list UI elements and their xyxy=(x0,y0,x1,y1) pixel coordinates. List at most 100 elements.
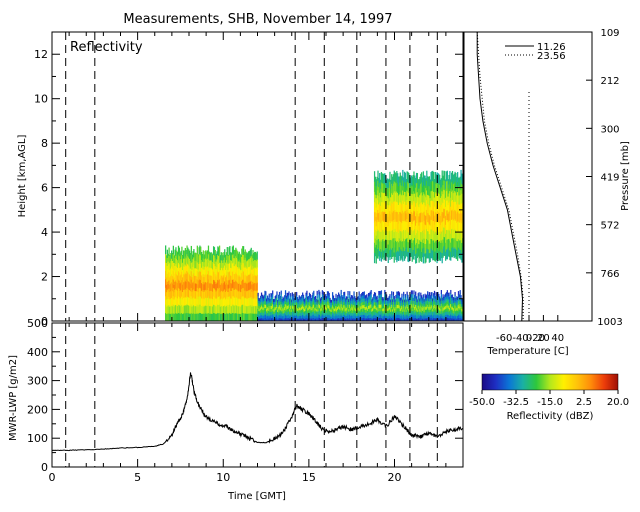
echo-cell xyxy=(387,197,389,208)
echo-cell xyxy=(379,314,381,319)
echo-cell xyxy=(418,311,420,315)
echo-cell xyxy=(416,248,419,259)
echo-cell xyxy=(433,206,436,216)
echo-cell xyxy=(266,305,268,309)
echo-cell xyxy=(272,300,274,305)
echo-cell xyxy=(331,304,333,308)
echo-cell xyxy=(183,274,186,283)
echo-cell xyxy=(382,300,384,304)
echo-cell xyxy=(407,303,409,307)
echo-cell xyxy=(406,237,408,248)
echo-cell xyxy=(377,299,379,303)
echo-cell xyxy=(237,283,240,292)
echo-cell xyxy=(236,251,239,260)
echo-cell xyxy=(442,193,444,204)
echo-cell xyxy=(400,248,402,259)
echo-cell xyxy=(424,317,426,321)
echo-cell xyxy=(396,231,398,243)
lwp-tick-label: 300 xyxy=(27,375,48,388)
echo-cell xyxy=(314,304,317,308)
echo-cell xyxy=(264,304,266,308)
echo-cell xyxy=(414,219,416,230)
echo-cell xyxy=(244,297,246,306)
echo-cell xyxy=(451,190,454,201)
echo-cell xyxy=(309,309,311,313)
echo-cell xyxy=(171,305,174,314)
echo-cell xyxy=(424,253,426,264)
echo-cell xyxy=(275,294,277,299)
echo-cell xyxy=(317,311,319,315)
echo-cell xyxy=(171,253,174,261)
echo-cell xyxy=(381,299,383,303)
echo-cell xyxy=(427,230,430,241)
echo-cell xyxy=(405,247,407,257)
echo-cell xyxy=(449,302,451,306)
echo-cell xyxy=(190,270,192,280)
echo-cell xyxy=(421,313,424,317)
echo-cell xyxy=(397,176,400,187)
echo-cell xyxy=(230,313,232,321)
echo-cell xyxy=(452,302,454,306)
echo-cell xyxy=(185,250,187,259)
echo-cell xyxy=(407,297,409,301)
echo-cell xyxy=(450,310,452,315)
echo-cell xyxy=(350,300,353,305)
echo-cell xyxy=(354,296,356,300)
echo-cell xyxy=(269,313,271,317)
echo-cell xyxy=(439,231,441,242)
echo-cell xyxy=(406,190,408,201)
echo-cell xyxy=(194,260,196,269)
echo-cell xyxy=(306,317,308,321)
echo-cell xyxy=(314,307,316,311)
echo-cell xyxy=(203,291,205,300)
echo-cell xyxy=(385,188,388,198)
echo-cell xyxy=(348,301,350,305)
echo-cell xyxy=(332,309,335,313)
echo-cell xyxy=(352,318,354,321)
echo-cell xyxy=(279,309,282,314)
echo-cell xyxy=(181,246,183,256)
echo-cell xyxy=(284,309,286,313)
echo-cell xyxy=(349,305,352,309)
echo-cell xyxy=(239,291,241,299)
echo-cell xyxy=(331,314,334,319)
echo-cell xyxy=(356,312,359,317)
echo-cell xyxy=(403,186,405,196)
echo-cell xyxy=(337,303,339,307)
echo-cell xyxy=(405,301,407,305)
echo-cell xyxy=(439,203,441,214)
echo-cell xyxy=(196,245,198,255)
echo-cell xyxy=(399,310,401,314)
echo-cell xyxy=(426,294,428,298)
echo-cell xyxy=(174,249,176,258)
echo-cell xyxy=(451,228,453,239)
echo-cell xyxy=(268,293,270,298)
echo-cell xyxy=(171,283,174,292)
echo-cell xyxy=(379,248,382,258)
echo-cell xyxy=(373,181,376,192)
echo-cell xyxy=(423,184,425,194)
echo-cell xyxy=(403,314,405,319)
echo-cell xyxy=(284,314,287,318)
echo-cell xyxy=(413,181,415,192)
echo-cell xyxy=(385,312,388,316)
echo-cell xyxy=(434,191,436,203)
echo-cell xyxy=(358,311,360,315)
echo-cell xyxy=(221,313,223,321)
echo-cell xyxy=(270,302,272,306)
echo-cell xyxy=(451,210,453,220)
echo-cell xyxy=(237,291,240,299)
echo-cell xyxy=(305,295,307,300)
echo-cell xyxy=(169,291,171,300)
echo-cell xyxy=(448,184,450,194)
echo-cell xyxy=(247,305,249,314)
lwp-series xyxy=(52,372,463,452)
echo-cell xyxy=(266,315,269,319)
echo-cell xyxy=(200,313,203,321)
echo-cell xyxy=(165,262,167,272)
echo-cell xyxy=(417,247,419,257)
echo-cell xyxy=(451,294,454,298)
echo-cell xyxy=(299,302,301,306)
echo-cell xyxy=(403,318,406,321)
echo-cell xyxy=(279,318,282,321)
